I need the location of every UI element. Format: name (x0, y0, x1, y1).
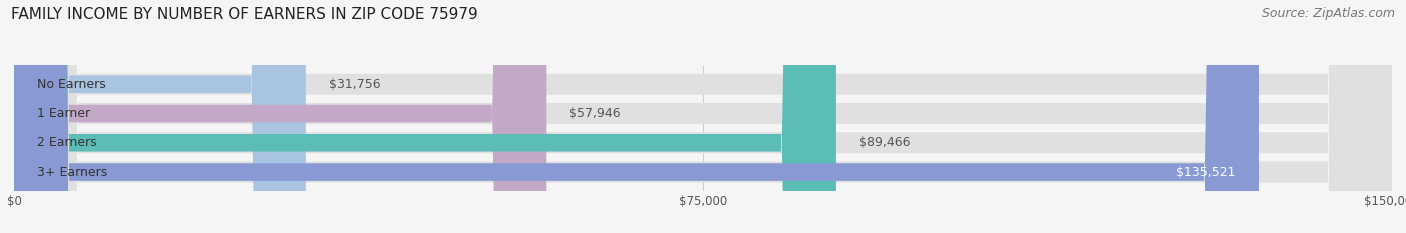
Text: FAMILY INCOME BY NUMBER OF EARNERS IN ZIP CODE 75979: FAMILY INCOME BY NUMBER OF EARNERS IN ZI… (11, 7, 478, 22)
Text: $31,756: $31,756 (329, 78, 381, 91)
FancyBboxPatch shape (14, 0, 1258, 233)
Text: No Earners: No Earners (37, 78, 105, 91)
Text: 2 Earners: 2 Earners (37, 136, 97, 149)
FancyBboxPatch shape (14, 0, 837, 233)
FancyBboxPatch shape (14, 0, 1392, 233)
Text: 1 Earner: 1 Earner (37, 107, 90, 120)
Text: Source: ZipAtlas.com: Source: ZipAtlas.com (1261, 7, 1395, 20)
FancyBboxPatch shape (14, 0, 1392, 233)
FancyBboxPatch shape (14, 0, 547, 233)
Text: 3+ Earners: 3+ Earners (37, 165, 107, 178)
FancyBboxPatch shape (14, 0, 1392, 233)
Text: $135,521: $135,521 (1177, 165, 1236, 178)
Text: $89,466: $89,466 (859, 136, 910, 149)
FancyBboxPatch shape (14, 0, 1392, 233)
FancyBboxPatch shape (14, 0, 305, 233)
Text: $57,946: $57,946 (569, 107, 621, 120)
